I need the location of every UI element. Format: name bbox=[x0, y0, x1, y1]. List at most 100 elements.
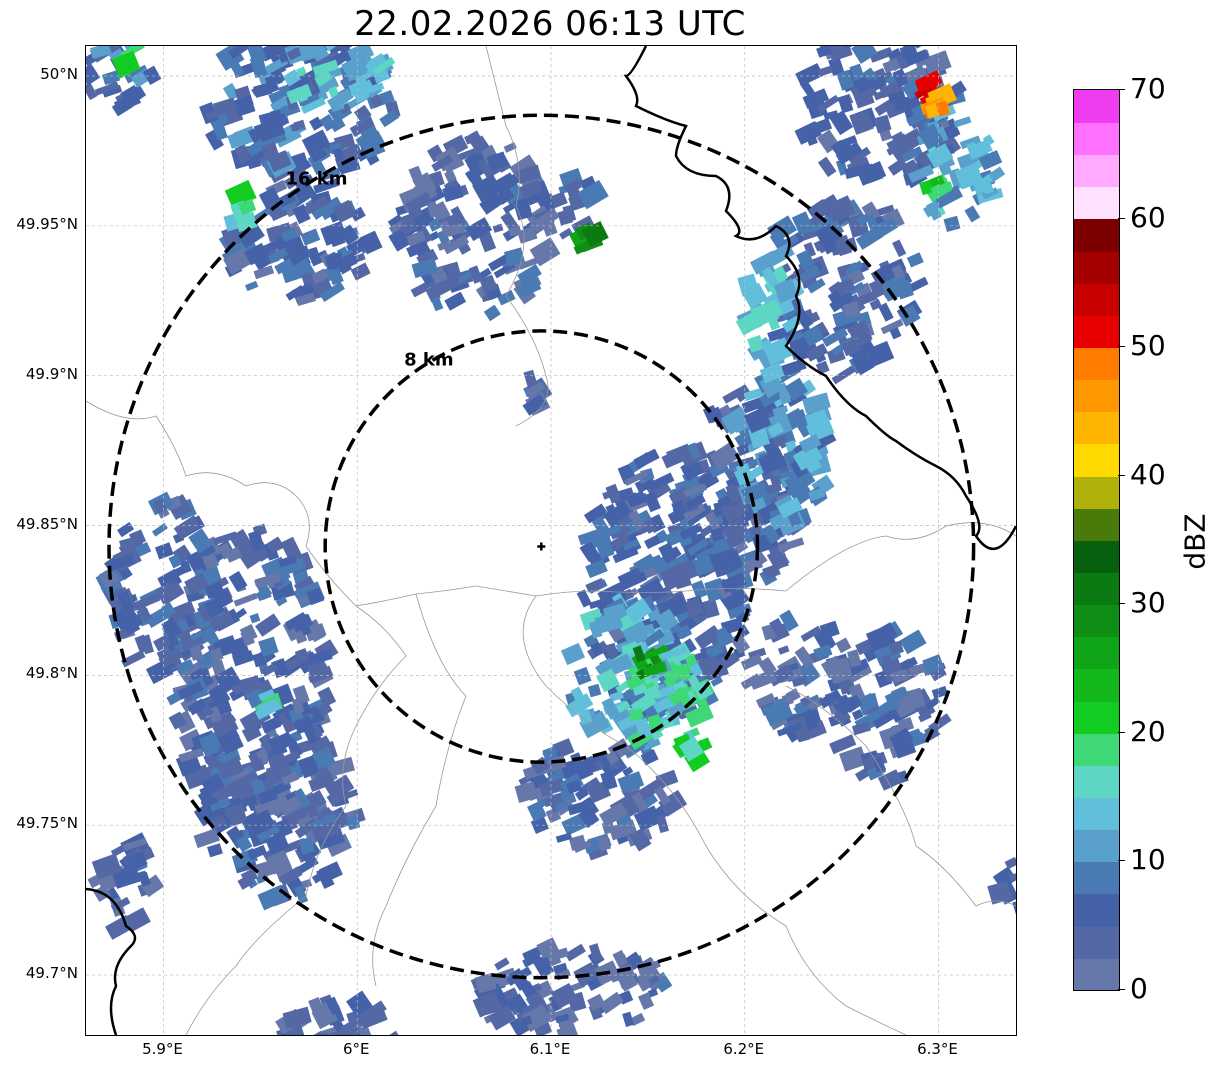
echo-pixel bbox=[626, 490, 647, 508]
echo-pixel bbox=[257, 698, 281, 716]
echo-pixel bbox=[120, 46, 142, 53]
y-tick-label: 50°N bbox=[40, 64, 78, 83]
echo-pixel bbox=[682, 502, 706, 522]
echo-pixel bbox=[777, 497, 803, 519]
echo-pixel bbox=[431, 154, 454, 172]
echo-cluster bbox=[193, 716, 366, 911]
echo-pixel bbox=[901, 146, 923, 163]
echo-pixel bbox=[121, 649, 146, 668]
colorbar-segment bbox=[1074, 218, 1119, 252]
radar-site-marker bbox=[537, 542, 546, 551]
echo-pixel bbox=[692, 554, 716, 577]
echo-pixel bbox=[521, 1004, 552, 1033]
echo-pixel bbox=[154, 542, 174, 560]
echo-pixel bbox=[456, 147, 479, 162]
echo-pixel bbox=[756, 298, 783, 323]
echo-pixel bbox=[935, 100, 950, 117]
echo-pixel bbox=[349, 46, 372, 61]
echo-pixel bbox=[622, 766, 634, 777]
echo-pixel bbox=[545, 807, 562, 824]
echo-pixel bbox=[892, 736, 917, 759]
colorbar-segment bbox=[1074, 604, 1119, 638]
echo-pixel bbox=[233, 592, 258, 607]
echo-pixel bbox=[720, 572, 747, 594]
echo-cluster bbox=[254, 688, 284, 720]
echo-pixel bbox=[722, 499, 751, 524]
echo-pixel bbox=[229, 528, 253, 554]
echo-pixel bbox=[650, 729, 664, 741]
echo-pixel bbox=[548, 759, 567, 773]
country-border-line bbox=[623, 46, 1016, 551]
echo-pixel bbox=[297, 789, 327, 815]
echo-pixel bbox=[373, 69, 391, 84]
echo-pixel bbox=[599, 991, 624, 1015]
echo-pixel bbox=[585, 577, 606, 593]
echo-pixel bbox=[329, 116, 346, 133]
echo-pixel bbox=[284, 657, 301, 671]
echo-cluster bbox=[111, 46, 146, 79]
echo-pixel bbox=[278, 795, 303, 817]
echo-pixel bbox=[400, 220, 418, 236]
echo-pixel bbox=[869, 298, 882, 311]
echo-pixel bbox=[436, 229, 450, 245]
echo-pixel bbox=[717, 582, 733, 600]
echo-pixel bbox=[212, 97, 238, 117]
echo-pixel bbox=[304, 195, 330, 215]
echo-pixel bbox=[715, 626, 730, 641]
echo-pixel bbox=[981, 174, 993, 186]
echo-pixel bbox=[774, 494, 794, 509]
echo-pixel bbox=[311, 159, 326, 176]
echo-pixel bbox=[307, 806, 319, 819]
echo-pixel bbox=[851, 46, 878, 64]
echo-pixel bbox=[472, 990, 502, 1018]
echo-pixel bbox=[556, 1023, 580, 1035]
echo-pixel bbox=[628, 707, 644, 722]
colorbar-segment bbox=[1074, 572, 1119, 606]
echo-pixel bbox=[297, 46, 325, 62]
echo-pixel bbox=[200, 773, 225, 796]
echo-pixel bbox=[530, 756, 550, 776]
echo-pixel bbox=[648, 974, 661, 986]
echo-pixel bbox=[294, 174, 315, 191]
echo-pixel bbox=[348, 79, 370, 97]
echo-pixel bbox=[311, 746, 337, 771]
echo-pixel bbox=[873, 85, 899, 101]
echo-pixel bbox=[283, 168, 310, 190]
echo-pixel bbox=[903, 687, 926, 711]
echo-pixel bbox=[297, 755, 320, 779]
echo-pixel bbox=[629, 791, 649, 814]
echo-pixel bbox=[193, 828, 220, 849]
y-tick-label: 49.8°N bbox=[25, 664, 78, 683]
echo-pixel bbox=[218, 748, 241, 767]
echo-pixel bbox=[264, 74, 280, 94]
admin-boundary-line bbox=[86, 400, 1016, 607]
echo-cluster bbox=[387, 130, 561, 322]
echo-pixel bbox=[684, 747, 711, 773]
echo-cluster bbox=[919, 174, 953, 202]
echo-pixel bbox=[319, 807, 332, 818]
echo-pixel bbox=[856, 77, 877, 95]
echo-pixel bbox=[254, 572, 281, 589]
echo-pixel bbox=[267, 150, 292, 173]
echo-pixel bbox=[128, 529, 147, 547]
echo-pixel bbox=[829, 110, 854, 136]
echo-pixel bbox=[873, 114, 892, 134]
echo-pixel bbox=[899, 46, 918, 59]
echo-pixel bbox=[359, 1009, 388, 1030]
echo-pixel bbox=[547, 947, 570, 963]
echo-pixel bbox=[450, 206, 467, 226]
echo-pixel bbox=[294, 719, 306, 732]
echo-pixel bbox=[430, 296, 444, 312]
echo-pixel bbox=[813, 627, 837, 653]
echo-pixel bbox=[685, 494, 706, 511]
echo-pixel bbox=[202, 626, 220, 646]
echo-pixel bbox=[178, 747, 205, 763]
echo-pixel bbox=[796, 249, 815, 270]
echo-pixel bbox=[624, 597, 653, 624]
echo-pixel bbox=[308, 772, 336, 792]
echo-pixel bbox=[811, 193, 841, 219]
colorbar-segment bbox=[1074, 797, 1119, 831]
colorbar-tick-mark bbox=[1118, 603, 1125, 605]
echo-pixel bbox=[286, 72, 311, 94]
echo-pixel bbox=[315, 73, 340, 95]
